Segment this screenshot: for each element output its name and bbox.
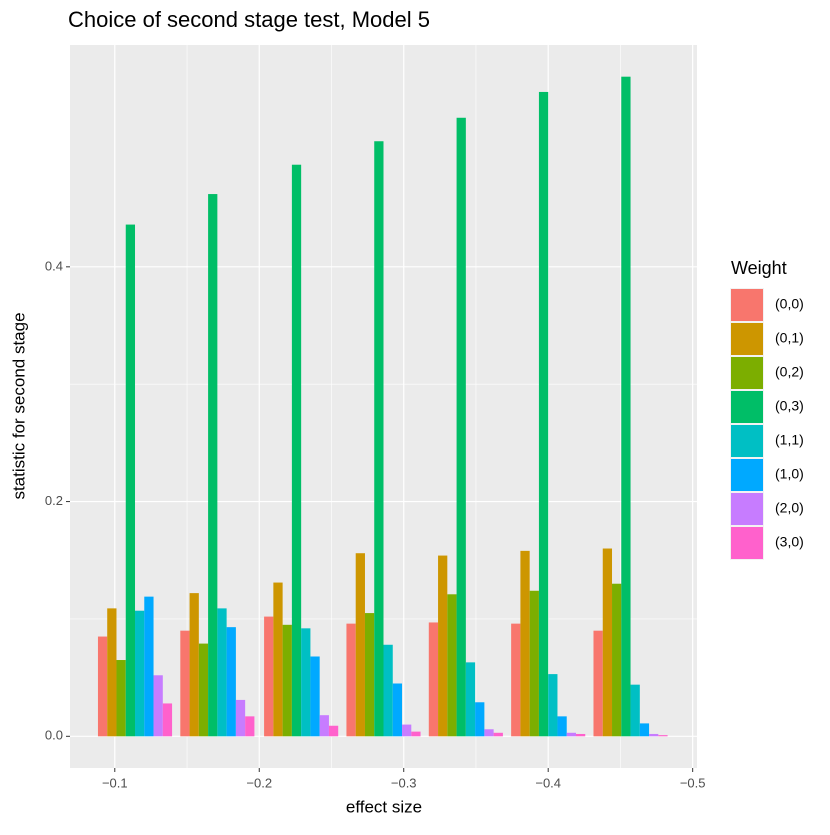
bar xyxy=(245,716,255,737)
bar xyxy=(411,731,421,737)
bar xyxy=(180,630,190,737)
bar xyxy=(125,224,136,737)
x-tick-label: −0.3 xyxy=(391,775,417,790)
bar xyxy=(465,662,476,737)
bar xyxy=(548,674,558,737)
chart-title: Choice of second stage test, Model 5 xyxy=(68,7,430,32)
bar xyxy=(639,723,650,737)
bar xyxy=(310,656,320,737)
legend-label: (0,1) xyxy=(775,330,804,346)
legend-label: (0,3) xyxy=(775,398,804,414)
bar xyxy=(346,623,356,737)
bar xyxy=(538,91,549,737)
bar xyxy=(383,644,393,737)
legend-label: (2,0) xyxy=(775,500,804,516)
x-tick-label: −0.5 xyxy=(680,775,706,790)
legend-swatch xyxy=(731,493,763,525)
bar xyxy=(364,613,375,737)
bar xyxy=(208,194,218,737)
bar xyxy=(282,624,292,737)
bar xyxy=(484,729,494,737)
bar xyxy=(355,553,365,737)
bar xyxy=(116,660,126,737)
legend-label: (1,1) xyxy=(775,432,804,448)
legend-swatch xyxy=(731,459,763,491)
bar xyxy=(189,593,199,737)
bar xyxy=(235,699,246,737)
bar xyxy=(319,715,329,737)
bar xyxy=(575,733,586,737)
y-axis-label: statistic for second stage xyxy=(9,312,28,499)
legend-swatch xyxy=(731,391,763,423)
bar xyxy=(456,117,466,737)
x-axis-label: effect size xyxy=(346,797,422,816)
bar xyxy=(226,627,236,737)
x-tick-label: −0.1 xyxy=(102,775,128,790)
bar xyxy=(493,732,503,737)
bar xyxy=(602,548,613,737)
legend-swatch xyxy=(731,323,763,355)
bar xyxy=(529,590,539,737)
bar xyxy=(301,628,311,737)
bar xyxy=(438,555,448,737)
y-tick-label: 0.0 xyxy=(45,728,63,743)
bar xyxy=(264,616,274,737)
bar xyxy=(162,703,173,737)
bar xyxy=(144,596,154,737)
bar xyxy=(392,683,403,737)
bar xyxy=(217,608,227,737)
bar xyxy=(658,735,668,737)
x-tick-label: −0.4 xyxy=(535,775,561,790)
bar xyxy=(612,583,622,737)
bar xyxy=(475,702,485,737)
bar xyxy=(97,636,108,737)
legend-swatch xyxy=(731,289,763,321)
legend-swatch xyxy=(731,357,763,389)
legend-swatch xyxy=(731,527,763,559)
bar xyxy=(447,594,457,737)
legend-label: (0,2) xyxy=(775,364,804,380)
bar xyxy=(428,622,439,737)
bar xyxy=(621,76,631,737)
legend-label: (0,0) xyxy=(775,296,804,312)
y-tick-label: 0.2 xyxy=(45,493,63,508)
legend-label: (1,0) xyxy=(775,466,804,482)
bar xyxy=(630,684,640,737)
legend-swatch xyxy=(731,425,763,457)
x-tick-label: −0.2 xyxy=(246,775,272,790)
bar xyxy=(520,550,530,737)
legend-label: (3,0) xyxy=(775,534,804,550)
bar xyxy=(374,141,384,737)
bar xyxy=(135,610,145,737)
bar xyxy=(649,733,659,737)
bar xyxy=(153,675,163,737)
bar xyxy=(566,732,576,737)
bar xyxy=(198,643,209,737)
bar xyxy=(593,630,603,737)
bar xyxy=(273,582,283,737)
bar xyxy=(402,724,412,737)
bar xyxy=(557,716,567,737)
legend-title: Weight xyxy=(731,258,787,278)
bar xyxy=(511,623,521,737)
bar xyxy=(291,164,302,737)
y-tick-label: 0.4 xyxy=(45,258,63,273)
bar xyxy=(107,608,117,737)
bar xyxy=(328,725,339,737)
